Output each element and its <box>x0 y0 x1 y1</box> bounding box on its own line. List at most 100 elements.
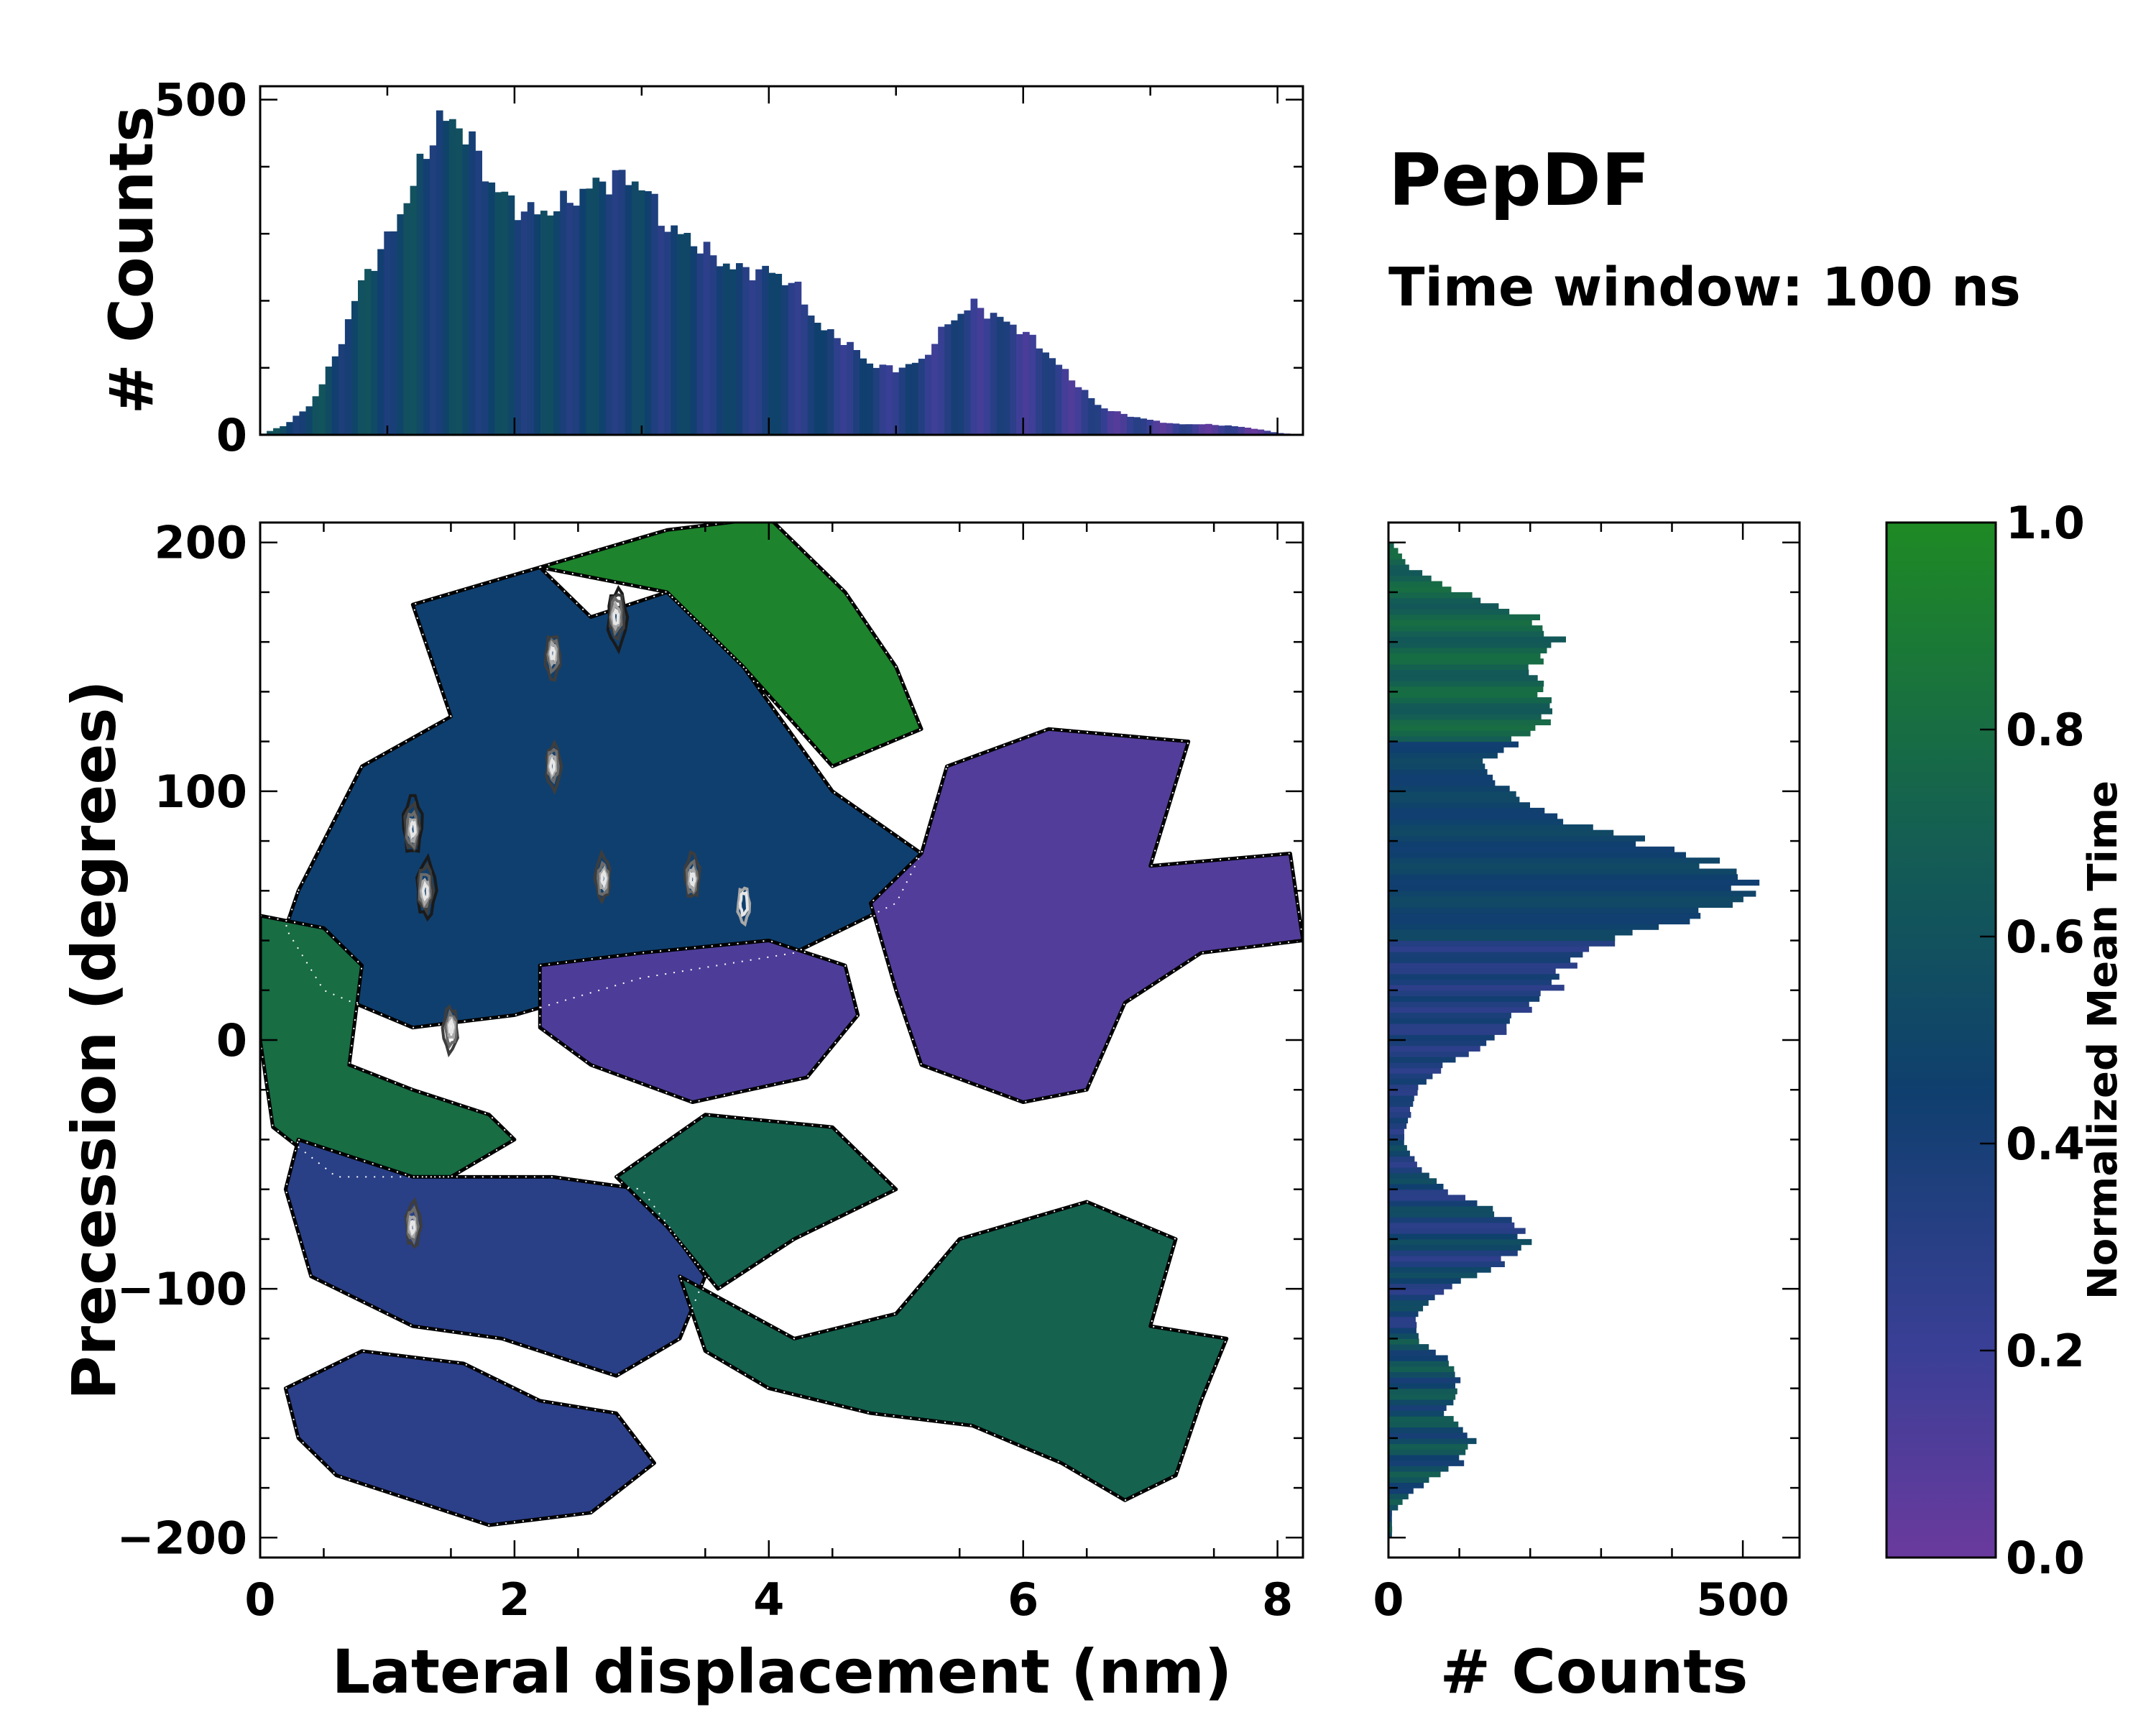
right-histogram-bar <box>1388 1349 1436 1356</box>
right-histogram-bar <box>1388 1432 1468 1439</box>
top-histogram-bar <box>866 363 874 435</box>
right-histogram-bar <box>1388 1172 1429 1179</box>
top-histogram-bar <box>573 206 580 435</box>
right-histogram-bar <box>1388 946 1590 952</box>
top-histogram-bar <box>527 202 535 435</box>
right-histogram-bar <box>1388 642 1552 648</box>
top-histogram-bar <box>722 263 730 435</box>
right-histogram-bar <box>1388 1228 1526 1234</box>
top-histogram-bar <box>1159 423 1167 435</box>
right-histogram-bar <box>1388 691 1538 698</box>
top-histogram-bar <box>827 329 834 435</box>
top-histogram-bar <box>788 282 796 435</box>
right-histogram-bar <box>1388 1289 1445 1295</box>
right-histogram-bar <box>1388 1128 1404 1135</box>
top-histogram-bar <box>488 182 496 435</box>
right-histogram-bar <box>1388 1233 1518 1240</box>
right-histogram-bar <box>1388 918 1690 925</box>
heatmap-region-outline <box>539 939 859 1103</box>
right-histogram-bar <box>1388 663 1529 671</box>
main-ticks: 0 2 4 6 8 −200 −100 0 100 200 <box>117 517 1303 1626</box>
right-histogram-bar <box>1388 592 1473 599</box>
density-contour <box>685 859 699 895</box>
top-histogram-bar <box>794 281 802 435</box>
right-histogram-bar <box>1388 924 1659 930</box>
density-contour <box>610 600 622 632</box>
top-histogram-bar <box>631 181 639 435</box>
top-histogram-bar <box>1172 423 1180 435</box>
density-contour <box>448 1018 455 1035</box>
right-histogram-bar <box>1388 581 1442 587</box>
heatmap-region-upper-right-purple <box>868 727 1303 1104</box>
right-histogram-bar <box>1388 1404 1447 1411</box>
density-contour <box>401 794 424 853</box>
top-histogram-bar <box>325 367 333 435</box>
top-histogram-bar <box>1270 432 1278 435</box>
right-histogram-bar <box>1388 807 1545 814</box>
right-histogram-bar <box>1388 1460 1465 1466</box>
right-histogram-bar <box>1388 1045 1480 1052</box>
right-histogram-bar <box>1388 1078 1427 1085</box>
top-histogram-bar <box>280 426 287 435</box>
right-histogram-bar <box>1388 724 1536 731</box>
top-histogram-bar <box>683 233 691 435</box>
right-histogram-bar <box>1388 774 1493 781</box>
right-histogram-bar <box>1388 786 1510 792</box>
top-histogram-bar <box>1100 408 1108 435</box>
right-histogram-bar <box>1388 879 1760 886</box>
right-histogram-bar <box>1388 653 1541 659</box>
right-histogram-bar <box>1388 819 1564 825</box>
right-histogram-bar <box>1388 614 1540 620</box>
right-histogram-bar <box>1388 791 1516 798</box>
main-xtick-label: 8 <box>1262 1573 1293 1626</box>
top-histogram-bar <box>1179 424 1187 435</box>
top-histogram-bar <box>331 356 339 435</box>
right-histogram-bar <box>1388 758 1483 764</box>
density-contour <box>689 872 696 888</box>
top-histogram-bar <box>305 406 313 435</box>
heatmap-regions <box>260 523 1303 1527</box>
top-histogram-bar <box>690 246 698 435</box>
right-histogram-bar <box>1388 1371 1455 1378</box>
top-histogram-bar <box>1133 417 1141 435</box>
right-histogram-bar <box>1388 1394 1456 1400</box>
top-histogram-bar <box>410 185 418 435</box>
right-histogram-bar <box>1388 1145 1407 1151</box>
top-histogram-bar <box>566 203 573 435</box>
colorbar-tick-label: 0.6 <box>2006 911 2085 963</box>
top-histogram-bar <box>312 396 320 435</box>
right-histogram-bar <box>1388 630 1544 638</box>
main-xtick-label: 2 <box>499 1573 530 1626</box>
right-histogram-bar <box>1388 1499 1403 1505</box>
right-histogram-bar <box>1388 1416 1454 1422</box>
density-contours <box>401 584 752 1249</box>
density-contour <box>548 756 556 776</box>
top-histogram-bar <box>533 214 541 435</box>
right-histogram-bar <box>1388 1410 1445 1417</box>
top-histogram-bar <box>1016 334 1023 435</box>
main-ytick-label: 100 <box>155 765 247 818</box>
right-histogram-bar <box>1388 1471 1441 1478</box>
main-ylabel: Precession (degrees) <box>59 680 129 1400</box>
top-histogram-bar <box>638 190 645 435</box>
top-histogram-bar <box>390 231 398 435</box>
right-histogram-bar <box>1388 697 1552 704</box>
right-histogram-bar <box>1388 1305 1424 1312</box>
density-contour <box>549 645 556 661</box>
right-histogram-bar <box>1388 1178 1437 1184</box>
chart-title: PepDF <box>1388 138 1650 222</box>
heatmap-region-outline <box>614 1113 898 1290</box>
top-histogram-bar <box>970 298 978 435</box>
top-histogram-bar <box>364 269 372 435</box>
heatmap-region-middle-purple <box>538 939 860 1104</box>
right-histogram-bar <box>1388 570 1423 576</box>
right-histogram-bar <box>1388 990 1541 997</box>
right-histogram-bar <box>1388 852 1686 858</box>
right-histogram-bar <box>1388 1244 1521 1251</box>
right-histogram-bar <box>1388 1283 1452 1289</box>
right-histogram-bar <box>1388 1123 1407 1129</box>
right-histogram-bar <box>1388 730 1531 737</box>
right-histogram-bar <box>1388 995 1540 1002</box>
right-histogram-bar <box>1388 1095 1414 1102</box>
